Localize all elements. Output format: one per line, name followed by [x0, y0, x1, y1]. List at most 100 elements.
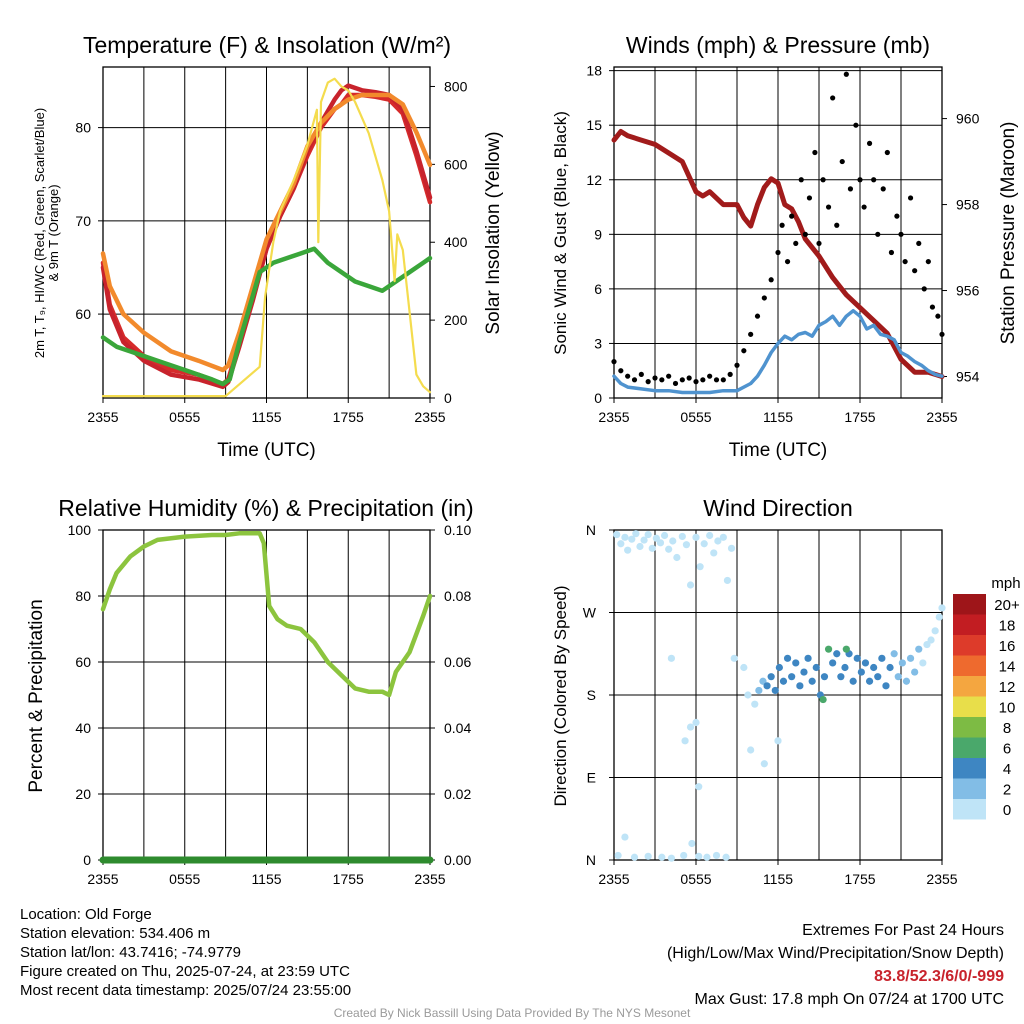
y-tick-label: 70 — [75, 213, 91, 229]
direction-point — [719, 533, 727, 541]
plot-frame — [102, 66, 431, 399]
x-tick-label: 2355 — [926, 871, 957, 887]
direction-point — [796, 682, 804, 690]
panel-title: Temperature (F) & Insolation (W/m²) — [83, 32, 451, 58]
direction-point — [614, 851, 622, 860]
y2-tick-label: 0.10 — [444, 522, 471, 538]
gust-point — [645, 379, 651, 385]
gust-point — [748, 331, 754, 337]
gust-point — [843, 71, 849, 77]
x-tick-label: 1155 — [251, 409, 281, 425]
direction-point — [902, 677, 911, 685]
legend-swatch — [953, 778, 986, 799]
legend-label: 12 — [999, 679, 1016, 696]
direction-point — [935, 613, 943, 621]
x-tick-label: 2355 — [598, 871, 629, 887]
y-tick-label: N — [586, 852, 596, 868]
y-tick-label: 20 — [75, 786, 91, 802]
x-tick-label: 2355 — [414, 871, 445, 887]
gust-point — [830, 95, 836, 101]
y-tick-label: 80 — [75, 588, 91, 604]
direction-point — [927, 636, 935, 644]
gust-point — [754, 313, 761, 319]
legend-label: 16 — [999, 638, 1016, 655]
legend-label: 2 — [1003, 782, 1011, 799]
y-tick-label: 6 — [594, 281, 602, 297]
direction-point — [696, 563, 704, 571]
gust-point — [789, 213, 795, 219]
x-tick-label: 0555 — [169, 409, 200, 425]
y-axis-label-line: 2m T, T₉, HI/WC (Red, Green, Scarlet/Blu… — [32, 108, 47, 358]
legend-label: 18 — [999, 618, 1016, 635]
legend-title: mph — [991, 575, 1020, 592]
y-tick-label: 0 — [594, 390, 602, 406]
y-tick-label: E — [587, 770, 596, 786]
y2-tick-label: 0.02 — [444, 786, 471, 802]
y2-tick-label: 0.00 — [444, 852, 471, 868]
y-tick-label: 60 — [75, 654, 91, 670]
direction-point — [783, 654, 792, 662]
gust-point — [768, 277, 774, 283]
legend-swatch — [953, 594, 986, 615]
gust-point — [806, 195, 813, 201]
gust-point — [779, 222, 785, 228]
direction-point — [667, 854, 676, 862]
legend-swatch — [953, 696, 986, 717]
gust-point — [741, 348, 747, 354]
gust-point — [907, 195, 914, 201]
x-axis-label: Time (UTC) — [217, 440, 316, 461]
legend-swatch — [953, 737, 986, 758]
direction-point — [915, 645, 923, 653]
direction-point — [667, 654, 676, 662]
gust-point — [929, 304, 936, 310]
y2-tick-label: 958 — [956, 197, 980, 213]
gust-point — [659, 377, 665, 383]
direction-point — [833, 650, 841, 658]
gust-point — [707, 373, 713, 379]
series-wind — [612, 308, 944, 395]
direction-point — [886, 663, 894, 672]
y-tick-label: W — [583, 605, 597, 621]
temperature-panel: 2355 0555 1155 1755 23556070800200400600800T… — [32, 32, 504, 461]
credit-line: Created By Nick Bassill Using Data Provi… — [333, 1006, 691, 1020]
direction-point — [706, 531, 714, 540]
direction-point — [621, 533, 629, 541]
legend-swatch — [953, 717, 986, 738]
y2-tick-label: 960 — [956, 111, 980, 127]
direction-point — [751, 700, 759, 708]
legend-label: 10 — [999, 700, 1016, 717]
y2-tick-label: 956 — [956, 283, 980, 299]
gust-point — [631, 377, 638, 383]
direction-point — [740, 663, 748, 672]
direction-point — [621, 833, 629, 841]
direction-point — [931, 627, 939, 635]
direction-point — [617, 540, 625, 548]
gust-point — [912, 268, 918, 274]
gust-point — [720, 377, 726, 383]
direction-point — [767, 673, 775, 681]
direction-point — [808, 677, 816, 685]
direction-point — [644, 530, 652, 539]
y-tick-label: 3 — [594, 335, 602, 351]
gust-point — [700, 377, 706, 383]
gust-point — [775, 249, 781, 256]
wind-panel: 2355 0555 1155 1755 2355 0 3 6 9 12 15 18 954 956 958 9… — [551, 32, 1019, 461]
direction-point — [660, 531, 669, 540]
x-tick-label: 0555 — [680, 409, 711, 425]
latlon: Station lat/lon: 43.7416; -74.9779 — [20, 944, 242, 961]
gust-point — [884, 149, 890, 156]
direction-point — [792, 659, 800, 667]
direction-point — [658, 853, 666, 861]
direction-point — [669, 537, 677, 545]
direction-point — [722, 853, 730, 861]
y2-tick-label: 0.06 — [444, 654, 471, 670]
gust-point — [672, 380, 679, 387]
gust-point — [666, 373, 672, 379]
direction-point — [938, 604, 946, 612]
gust-point — [880, 186, 886, 192]
gust-point — [902, 258, 908, 265]
direction-point — [747, 746, 755, 754]
gust-point — [816, 240, 822, 247]
direction-point — [861, 659, 870, 667]
